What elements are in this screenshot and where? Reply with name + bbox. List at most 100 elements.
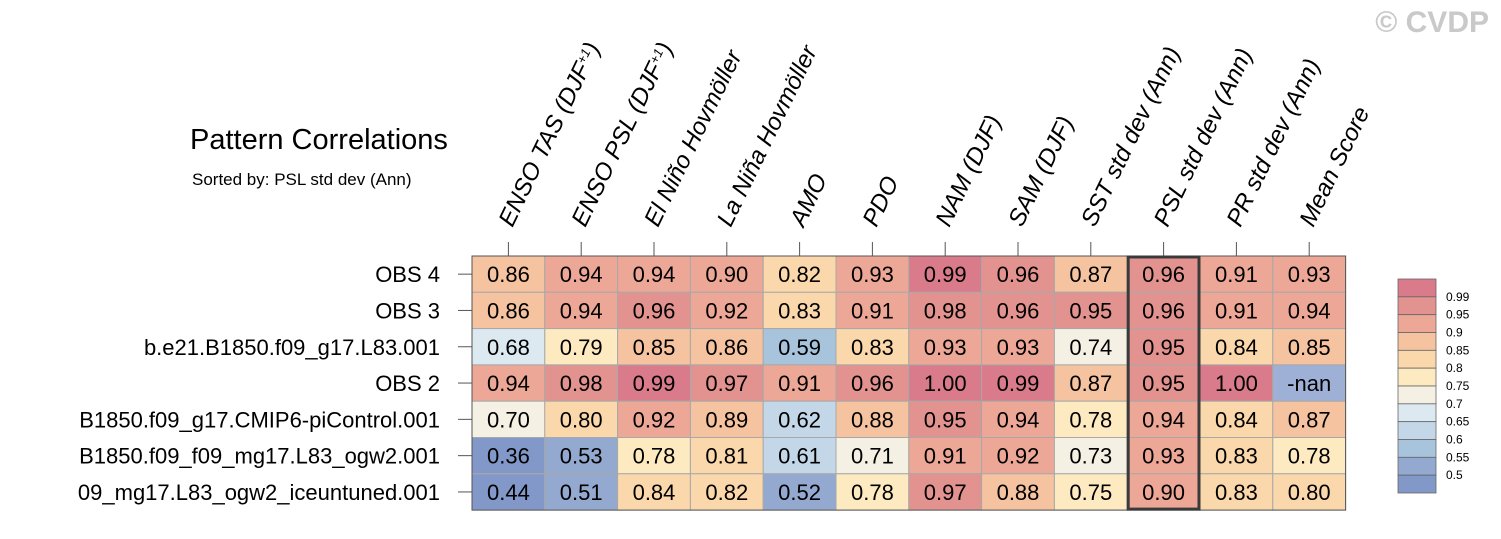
heatmap-cell — [1272, 473, 1347, 511]
cell-value-label: 0.84 — [633, 480, 676, 505]
cell-value-label: 0.83 — [1215, 444, 1258, 469]
colorbar-level-label: 0.75 — [1446, 379, 1470, 393]
cell-value-label: 0.91 — [1215, 298, 1258, 323]
heatmap-cell — [908, 291, 983, 330]
heatmap-cell — [835, 437, 910, 475]
heatmap-cell — [908, 328, 983, 366]
cell-value-label: 0.87 — [1069, 371, 1112, 396]
column-label-text: SAM (DJF) — [1003, 112, 1079, 230]
cell-value-label: 0.94 — [1142, 407, 1185, 432]
cell-value-label: 0.95 — [1142, 335, 1185, 360]
cell-value-label: 0.84 — [1215, 407, 1258, 432]
heatmap-cell — [544, 473, 619, 511]
row-label: OBS 4 — [375, 262, 440, 287]
heatmap-cell — [762, 364, 837, 402]
cell-value-label: 0.78 — [633, 444, 676, 469]
colorbar-level-label: 0.99 — [1446, 290, 1470, 304]
cell-value-label: 0.85 — [1288, 335, 1331, 360]
colorbar: 0.99 0.95 0.9 0.85 0.8 0.75 0.7 0.65 0.6 0.55 0.5 — [1397, 278, 1470, 494]
heatmap-cell — [1053, 328, 1128, 366]
colorbar-swatch — [1397, 332, 1437, 351]
heatmap-cell — [471, 437, 546, 475]
heatmap-cell — [1053, 364, 1128, 402]
heatmap-cell — [835, 364, 910, 402]
heatmap-cell — [762, 255, 837, 293]
cell-value-label: 0.51 — [560, 480, 603, 505]
cell-value-label: 0.93 — [1142, 444, 1185, 469]
cell-value-label: 0.93 — [851, 262, 894, 287]
cell-value-label: 0.96 — [997, 262, 1040, 287]
cell-value-label: 0.98 — [560, 371, 603, 396]
colorbar-swatch — [1397, 349, 1437, 369]
heatmap-cell — [1126, 364, 1201, 402]
heatmap-cell — [981, 328, 1055, 366]
cell-value-label: 0.96 — [997, 298, 1040, 323]
colorbar-level-label: 0.8 — [1446, 361, 1463, 375]
heatmap-cell — [617, 400, 691, 439]
column-label-text: NAM (DJF) — [930, 111, 1007, 231]
cell-value-label: 0.99 — [633, 371, 676, 396]
colorbar-swatch — [1397, 278, 1437, 298]
cell-value-label: 0.73 — [1069, 444, 1112, 469]
cell-value-label: 0.61 — [778, 444, 821, 469]
row-label: b.e21.B1850.f09_g17.L83.001 — [144, 335, 440, 360]
row-labels: OBS 4 OBS 3 b.e21.B1850.f09_g17.L83.001 OBS… — [78, 262, 472, 505]
cell-value-label: 0.75 — [1069, 480, 1112, 505]
heatmap-cell — [1126, 437, 1201, 475]
cell-value-label: 0.74 — [1069, 335, 1112, 360]
cell-value-label: 0.80 — [560, 407, 603, 432]
column-label: Mean Score — [1294, 102, 1375, 230]
column-label-superscript: +1 — [573, 46, 593, 66]
colorbar-swatch — [1397, 456, 1437, 476]
cell-value-label: -nan — [1287, 371, 1331, 396]
cell-value-label: 0.86 — [705, 335, 748, 360]
column-label: AMO — [784, 170, 833, 233]
heatmap-cell — [544, 364, 619, 402]
cell-value-label: 0.82 — [778, 262, 821, 287]
heatmap-cell — [617, 364, 691, 402]
cell-value-label: 0.95 — [1069, 298, 1112, 323]
cell-value-label: 1.00 — [1215, 371, 1258, 396]
cell-value-label: 0.91 — [851, 298, 894, 323]
row-label: B1850.f09_g17.CMIP6-piControl.001 — [79, 407, 440, 432]
cell-value-label: 0.99 — [997, 371, 1040, 396]
cell-value-label: 0.83 — [778, 298, 821, 323]
cell-value-label: 0.59 — [778, 335, 821, 360]
heatmap-cell — [835, 255, 910, 293]
colorbar-level-label: 0.85 — [1446, 343, 1470, 357]
cell-value-label: 1.00 — [924, 371, 967, 396]
colorbar-swatch — [1397, 403, 1437, 423]
cell-value-label: 0.96 — [633, 298, 676, 323]
heatmap-cell — [762, 291, 837, 330]
cell-value-label: 0.99 — [924, 262, 967, 287]
cell-value-label: 0.97 — [705, 371, 748, 396]
heatmap-cell — [908, 400, 983, 439]
cell-value-label: 0.91 — [778, 371, 821, 396]
cell-value-label: 0.94 — [560, 262, 603, 287]
heatmap-cell — [908, 473, 983, 511]
cell-value-label: 0.53 — [560, 444, 603, 469]
cell-value-label: 0.93 — [1288, 262, 1331, 287]
cell-value-label: 0.88 — [851, 407, 894, 432]
colorbar-level-label: 0.7 — [1446, 397, 1463, 411]
heatmap-cell — [762, 437, 837, 475]
cell-value-label: 0.83 — [851, 335, 894, 360]
cell-value-label: 0.94 — [1288, 298, 1331, 323]
cell-value-label: 0.97 — [924, 480, 967, 505]
cell-value-label: 0.94 — [560, 298, 603, 323]
heatmap-cell — [544, 291, 619, 330]
row-label: OBS 3 — [375, 298, 440, 323]
cell-value-label: 0.90 — [1142, 480, 1185, 505]
heatmap-cell — [762, 400, 837, 439]
column-label-text: Mean Score — [1294, 102, 1375, 230]
cell-value-label: 0.94 — [487, 371, 530, 396]
heatmap-cell — [762, 328, 837, 366]
cell-value-label: 0.78 — [1288, 444, 1331, 469]
heatmap-cell — [544, 328, 619, 366]
colorbar-swatch — [1397, 367, 1437, 387]
column-label-text: AMO — [784, 170, 833, 233]
cvdp-watermark: © CVDP — [1375, 6, 1489, 39]
heatmap-cell — [1053, 400, 1128, 439]
cell-value-label: 0.81 — [705, 444, 748, 469]
cell-value-label: 0.88 — [997, 480, 1040, 505]
